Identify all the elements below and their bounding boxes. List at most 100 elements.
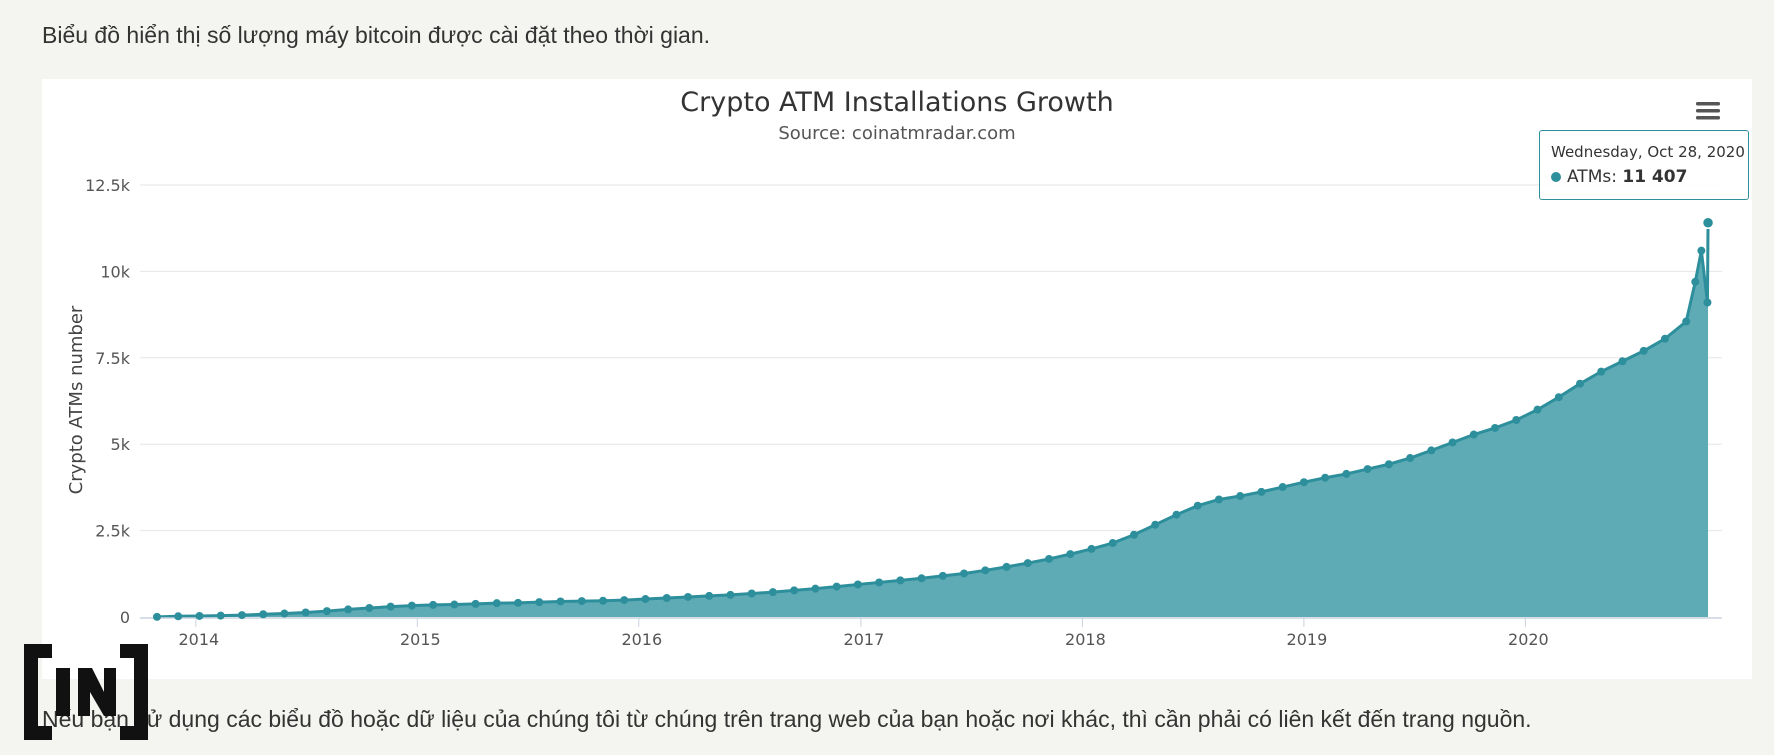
data-point[interactable] xyxy=(1278,483,1287,492)
data-point[interactable] xyxy=(641,595,650,604)
tooltip-date: Wednesday, Oct 28, 2020 xyxy=(1551,143,1745,161)
data-point[interactable] xyxy=(683,592,692,601)
data-point[interactable] xyxy=(981,566,990,575)
y-tick-label: 7.5k xyxy=(95,349,130,368)
data-point[interactable] xyxy=(1697,246,1706,255)
y-tick-label: 0 xyxy=(120,608,130,627)
data-point[interactable] xyxy=(599,596,608,605)
data-point[interactable] xyxy=(237,611,246,620)
data-point[interactable] xyxy=(1427,446,1436,455)
data-point[interactable] xyxy=(344,605,353,614)
area-chart: 0 2.5k 5k 7.5k 10k 12.5k 2014 2015 2016 2017 2018… xyxy=(66,87,1722,649)
data-point[interactable] xyxy=(407,601,416,610)
data-point[interactable] xyxy=(1299,478,1308,487)
y-axis-title: Crypto ATMs number xyxy=(66,305,87,494)
tooltip-label: ATMs: xyxy=(1567,167,1617,187)
data-point[interactable] xyxy=(1576,379,1585,388)
data-point[interactable] xyxy=(1554,393,1563,402)
data-point[interactable] xyxy=(1491,423,1500,432)
data-point[interactable] xyxy=(471,599,480,608)
data-point[interactable] xyxy=(1108,539,1117,548)
data-point[interactable] xyxy=(1129,530,1138,539)
x-tick-label: 2019 xyxy=(1287,630,1328,649)
series-points xyxy=(152,216,1715,621)
data-point[interactable] xyxy=(429,600,438,609)
data-point[interactable] xyxy=(365,604,374,613)
data-point[interactable] xyxy=(1703,298,1712,307)
data-point[interactable] xyxy=(152,612,161,621)
x-tick-label: 2014 xyxy=(178,630,219,649)
data-point[interactable] xyxy=(322,607,331,616)
data-point[interactable] xyxy=(577,597,586,606)
data-point[interactable] xyxy=(1321,473,1330,482)
data-point[interactable] xyxy=(259,610,268,619)
hamburger-menu-icon[interactable] xyxy=(1694,97,1722,125)
x-tick-label: 2020 xyxy=(1508,630,1549,649)
data-point[interactable] xyxy=(535,598,544,607)
data-point[interactable] xyxy=(1045,554,1054,563)
footer-text: Nếu bạn sử dụng các biểu đồ hoặc dữ liệu… xyxy=(42,706,1532,732)
data-point[interactable] xyxy=(1342,469,1351,478)
data-point[interactable] xyxy=(875,578,884,587)
data-point[interactable] xyxy=(1002,562,1011,571)
tooltip-series-dot-icon xyxy=(1551,172,1561,182)
data-point[interactable] xyxy=(620,596,629,605)
data-point[interactable] xyxy=(1172,510,1181,519)
data-point[interactable] xyxy=(280,609,289,618)
data-point[interactable] xyxy=(1214,495,1223,504)
data-point[interactable] xyxy=(790,586,799,595)
data-point[interactable] xyxy=(960,569,969,578)
intro-text: Biểu đồ hiển thị số lượng máy bitcoin đư… xyxy=(42,22,711,48)
data-point[interactable] xyxy=(492,599,501,608)
data-point[interactable] xyxy=(1512,416,1521,425)
y-axis: 0 2.5k 5k 7.5k 10k 12.5k xyxy=(85,176,131,627)
data-point[interactable] xyxy=(832,582,841,591)
data-point[interactable] xyxy=(1066,550,1075,559)
data-point[interactable] xyxy=(1660,334,1669,343)
data-point[interactable] xyxy=(1639,346,1648,355)
data-point[interactable] xyxy=(896,576,905,585)
data-point[interactable] xyxy=(705,591,714,600)
data-point[interactable] xyxy=(1151,520,1160,529)
tooltip-value: 11 407 xyxy=(1622,167,1688,187)
data-point[interactable] xyxy=(1701,216,1715,230)
data-point[interactable] xyxy=(662,593,671,602)
data-point[interactable] xyxy=(768,588,777,597)
data-point[interactable] xyxy=(556,597,565,606)
data-point[interactable] xyxy=(174,612,183,621)
x-axis-labels: 2014 2015 2016 2017 2018 2019 2020 xyxy=(178,618,1549,649)
chart-container: 0 2.5k 5k 7.5k 10k 12.5k 2014 2015 2016 2017 2018… xyxy=(42,79,1752,679)
x-tick-label: 2016 xyxy=(621,630,662,649)
data-point[interactable] xyxy=(938,571,947,580)
data-point[interactable] xyxy=(1618,357,1627,366)
data-point[interactable] xyxy=(1384,460,1393,469)
data-point[interactable] xyxy=(1406,454,1415,463)
data-point[interactable] xyxy=(917,574,926,583)
data-point[interactable] xyxy=(386,602,395,611)
data-point[interactable] xyxy=(195,611,204,620)
data-point[interactable] xyxy=(1087,544,1096,553)
data-point[interactable] xyxy=(1257,487,1266,496)
data-point[interactable] xyxy=(1691,277,1700,286)
data-point[interactable] xyxy=(726,590,735,599)
data-point[interactable] xyxy=(1363,465,1372,474)
data-point[interactable] xyxy=(216,611,225,620)
data-point[interactable] xyxy=(450,600,459,609)
series-area-fill xyxy=(156,222,1709,617)
y-tick-label: 2.5k xyxy=(95,522,130,541)
data-point[interactable] xyxy=(1023,559,1032,568)
data-point[interactable] xyxy=(747,589,756,598)
y-tick-label: 12.5k xyxy=(85,176,131,195)
data-point[interactable] xyxy=(301,608,310,617)
data-point[interactable] xyxy=(1597,367,1606,376)
data-point[interactable] xyxy=(1193,501,1202,510)
data-point[interactable] xyxy=(1469,430,1478,439)
data-point[interactable] xyxy=(1533,405,1542,414)
data-point[interactable] xyxy=(811,584,820,593)
data-point[interactable] xyxy=(1448,438,1457,447)
x-tick-label: 2017 xyxy=(844,630,885,649)
data-point[interactable] xyxy=(1682,317,1691,326)
data-point[interactable] xyxy=(1236,492,1245,501)
data-point[interactable] xyxy=(853,580,862,589)
data-point[interactable] xyxy=(514,598,523,607)
